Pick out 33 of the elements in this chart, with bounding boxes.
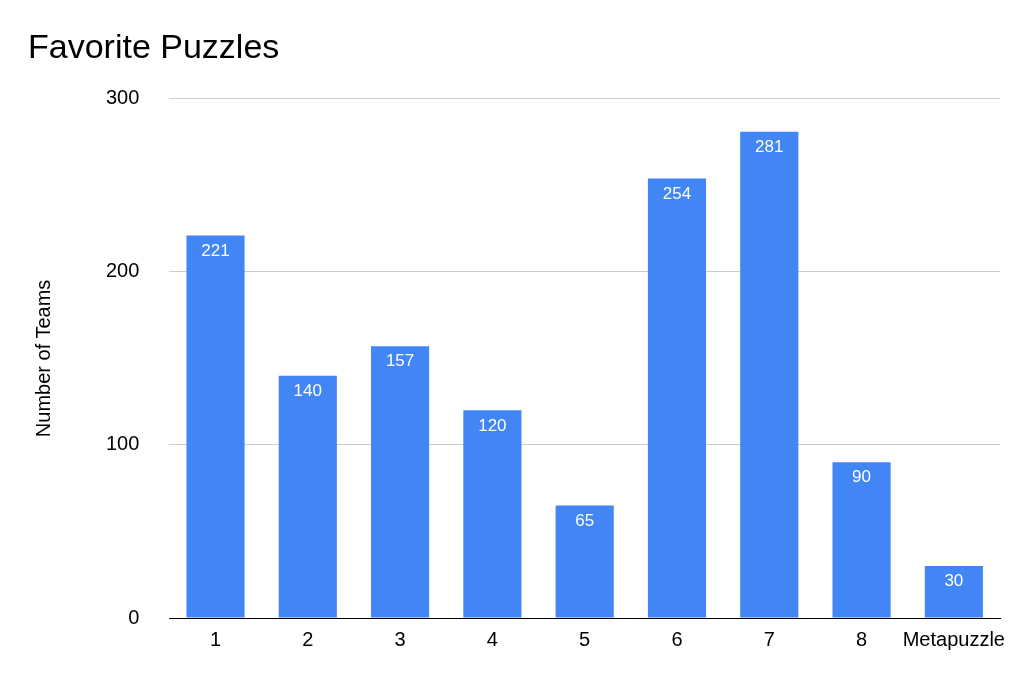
x-tick-label: Metapuzzle: [902, 627, 1005, 650]
x-tick-label: 8: [856, 627, 868, 650]
data-label: 140: [293, 380, 322, 400]
bar: [647, 178, 707, 618]
x-tick-label: 1: [209, 627, 222, 650]
y-axis-title: Number of Teams: [31, 279, 54, 438]
bar: [924, 566, 983, 618]
bar: [832, 462, 891, 618]
x-tick-label: 5: [579, 627, 591, 650]
y-tick-label: 200: [105, 259, 140, 282]
data-label: 30: [944, 571, 964, 591]
x-tick-label: 4: [486, 627, 498, 650]
x-tick-label: 6: [671, 627, 683, 650]
bar: [186, 235, 245, 618]
data-label: 254: [662, 183, 692, 203]
bar: [555, 505, 614, 618]
y-tick-label: 100: [105, 432, 140, 455]
data-label: 281: [755, 136, 784, 156]
chart-title: Favorite Puzzles: [28, 26, 280, 65]
bar: [740, 131, 799, 618]
y-tick-label: 0: [128, 605, 140, 628]
x-tick-label: 3: [394, 627, 406, 650]
data-label: 221: [201, 240, 230, 260]
bar: [371, 346, 430, 618]
data-label: 90: [852, 467, 872, 487]
bar: [463, 410, 522, 618]
bar: [278, 375, 337, 618]
data-label: 120: [478, 415, 507, 435]
data-label: 65: [575, 510, 595, 530]
x-tick-label: 2: [302, 627, 314, 650]
x-tick-label: 7: [763, 627, 775, 650]
y-tick-label: 300: [105, 86, 140, 109]
data-label: 157: [385, 351, 415, 371]
